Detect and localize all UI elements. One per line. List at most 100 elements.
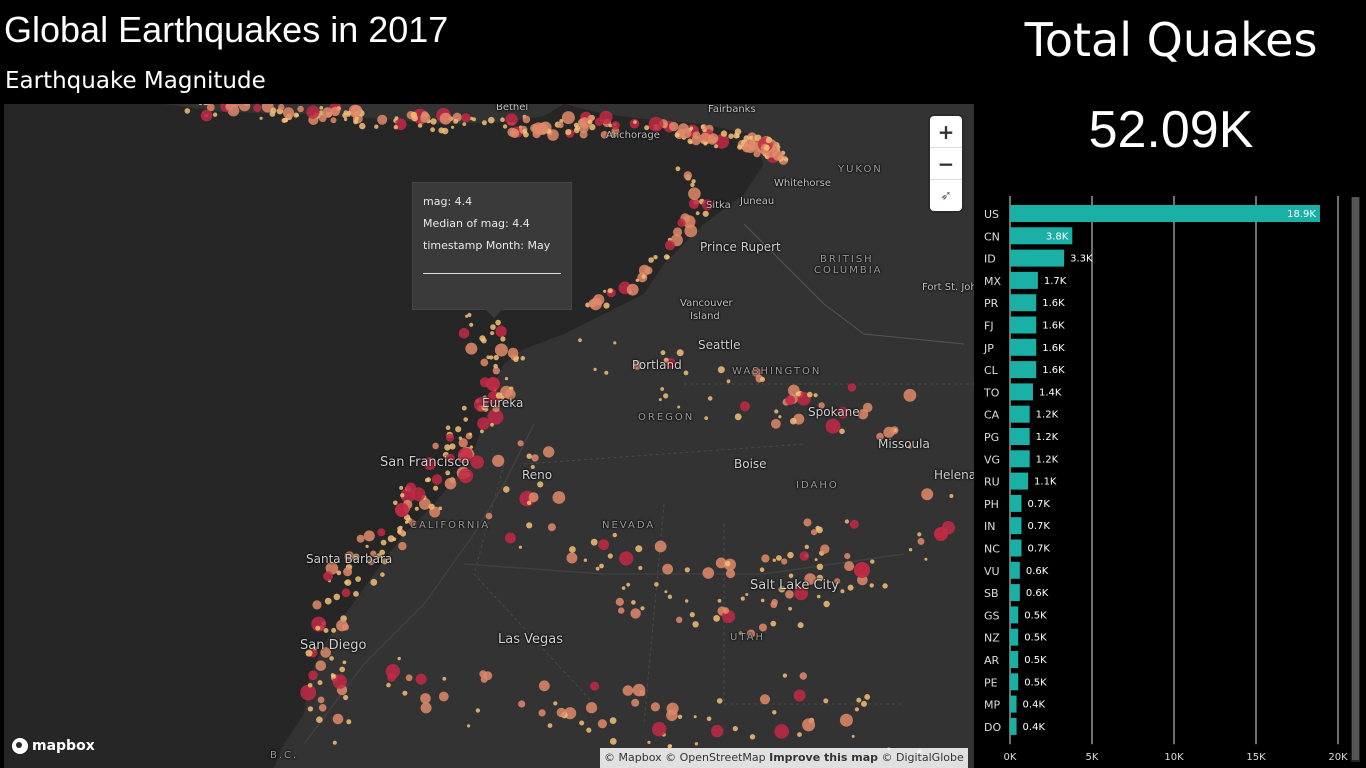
quake-marker[interactable] bbox=[505, 389, 516, 400]
quake-marker[interactable] bbox=[783, 157, 789, 162]
quake-marker[interactable] bbox=[492, 405, 500, 413]
quake-marker[interactable] bbox=[674, 132, 680, 138]
quake-marker[interactable] bbox=[761, 554, 770, 563]
quake-marker[interactable] bbox=[621, 586, 626, 590]
quake-marker[interactable] bbox=[439, 112, 452, 125]
quake-marker[interactable] bbox=[438, 127, 445, 134]
quake-marker[interactable] bbox=[722, 607, 730, 614]
quake-marker[interactable] bbox=[771, 418, 781, 429]
bar[interactable] bbox=[1010, 606, 1019, 624]
quake-marker[interactable] bbox=[212, 112, 218, 117]
quake-marker[interactable] bbox=[377, 114, 388, 125]
quake-marker[interactable] bbox=[504, 377, 509, 381]
quake-marker[interactable] bbox=[306, 105, 320, 119]
quake-marker[interactable] bbox=[839, 428, 845, 435]
quake-marker[interactable] bbox=[716, 698, 723, 704]
quake-marker[interactable] bbox=[665, 240, 675, 251]
quake-marker[interactable] bbox=[759, 694, 771, 705]
quake-marker[interactable] bbox=[458, 468, 474, 484]
quake-marker[interactable] bbox=[772, 710, 777, 715]
quake-marker[interactable] bbox=[461, 405, 467, 411]
quake-marker[interactable] bbox=[522, 129, 528, 134]
quake-marker[interactable] bbox=[685, 599, 689, 603]
quake-marker[interactable] bbox=[666, 702, 679, 715]
quake-marker[interactable] bbox=[346, 719, 352, 725]
quake-marker[interactable] bbox=[823, 698, 829, 704]
quake-marker[interactable] bbox=[556, 707, 567, 718]
quake-marker[interactable] bbox=[599, 110, 613, 124]
quake-marker[interactable] bbox=[840, 589, 845, 594]
quake-marker[interactable] bbox=[552, 491, 566, 504]
quake-marker[interactable] bbox=[759, 623, 767, 632]
quake-marker[interactable] bbox=[531, 454, 539, 462]
quake-marker[interactable] bbox=[500, 396, 505, 400]
quake-marker[interactable] bbox=[467, 724, 471, 728]
bar[interactable] bbox=[1010, 628, 1019, 646]
quake-marker[interactable] bbox=[530, 465, 535, 469]
quake-marker[interactable] bbox=[470, 455, 484, 469]
quake-marker[interactable] bbox=[469, 322, 474, 327]
quake-marker[interactable] bbox=[312, 600, 322, 610]
quake-marker[interactable] bbox=[253, 104, 262, 113]
quake-marker[interactable] bbox=[653, 255, 658, 260]
quake-marker[interactable] bbox=[488, 116, 495, 124]
quake-marker[interactable] bbox=[336, 570, 342, 576]
quake-marker[interactable] bbox=[342, 112, 348, 119]
quake-marker[interactable] bbox=[630, 608, 641, 619]
quake-marker[interactable] bbox=[331, 627, 337, 633]
quake-marker[interactable] bbox=[704, 416, 709, 420]
quake-marker[interactable] bbox=[700, 124, 705, 129]
quake-marker[interactable] bbox=[864, 694, 871, 700]
quake-marker[interactable] bbox=[804, 573, 816, 585]
quake-marker[interactable] bbox=[579, 130, 588, 139]
mapbox-attribution-link[interactable]: © Mapbox bbox=[604, 751, 662, 764]
quake-marker[interactable] bbox=[632, 360, 642, 370]
quake-marker[interactable] bbox=[707, 396, 713, 401]
bar[interactable] bbox=[1010, 383, 1033, 401]
quake-marker[interactable] bbox=[711, 724, 724, 738]
quake-marker[interactable] bbox=[924, 557, 928, 561]
quake-marker[interactable] bbox=[379, 549, 386, 556]
quake-marker[interactable] bbox=[869, 583, 874, 588]
quake-marker[interactable] bbox=[495, 392, 503, 399]
quake-marker[interactable] bbox=[410, 111, 417, 119]
quake-marker[interactable] bbox=[676, 349, 684, 357]
quake-marker[interactable] bbox=[677, 714, 683, 719]
quake-marker[interactable] bbox=[677, 405, 681, 409]
quake-marker[interactable] bbox=[644, 125, 650, 131]
quake-marker[interactable] bbox=[370, 550, 377, 557]
quake-marker[interactable] bbox=[702, 199, 714, 211]
quake-marker[interactable] bbox=[907, 444, 912, 449]
quake-marker[interactable] bbox=[577, 118, 586, 127]
quake-marker[interactable] bbox=[847, 383, 857, 392]
quake-marker[interactable] bbox=[694, 742, 699, 746]
quake-marker[interactable] bbox=[847, 584, 854, 591]
quake-marker[interactable] bbox=[420, 702, 432, 714]
quake-marker[interactable] bbox=[342, 660, 347, 665]
bar[interactable] bbox=[1010, 472, 1029, 490]
bar[interactable] bbox=[1010, 450, 1030, 468]
bar[interactable] bbox=[1010, 271, 1038, 289]
compass-reset-button[interactable]: ➶ bbox=[930, 180, 962, 211]
quake-marker[interactable] bbox=[465, 342, 478, 355]
quake-marker[interactable] bbox=[720, 130, 728, 137]
quake-marker[interactable] bbox=[370, 578, 378, 586]
quake-marker[interactable] bbox=[583, 558, 588, 562]
quake-marker[interactable] bbox=[797, 622, 804, 629]
quake-marker[interactable] bbox=[749, 734, 756, 740]
quake-marker[interactable] bbox=[851, 734, 855, 738]
quake-marker[interactable] bbox=[405, 674, 413, 682]
quake-marker[interactable] bbox=[395, 503, 409, 517]
quake-marker[interactable] bbox=[650, 702, 661, 712]
quake-marker[interactable] bbox=[658, 398, 662, 402]
quake-marker[interactable] bbox=[451, 125, 455, 129]
bar[interactable] bbox=[1010, 717, 1017, 735]
quake-marker[interactable] bbox=[774, 409, 779, 414]
quake-marker[interactable] bbox=[631, 600, 636, 605]
quake-marker[interactable] bbox=[433, 485, 439, 491]
quake-marker[interactable] bbox=[377, 528, 386, 537]
quake-marker[interactable] bbox=[640, 606, 645, 611]
quake-marker[interactable] bbox=[481, 120, 487, 126]
quake-marker[interactable] bbox=[341, 588, 351, 598]
quake-marker[interactable] bbox=[654, 540, 667, 553]
